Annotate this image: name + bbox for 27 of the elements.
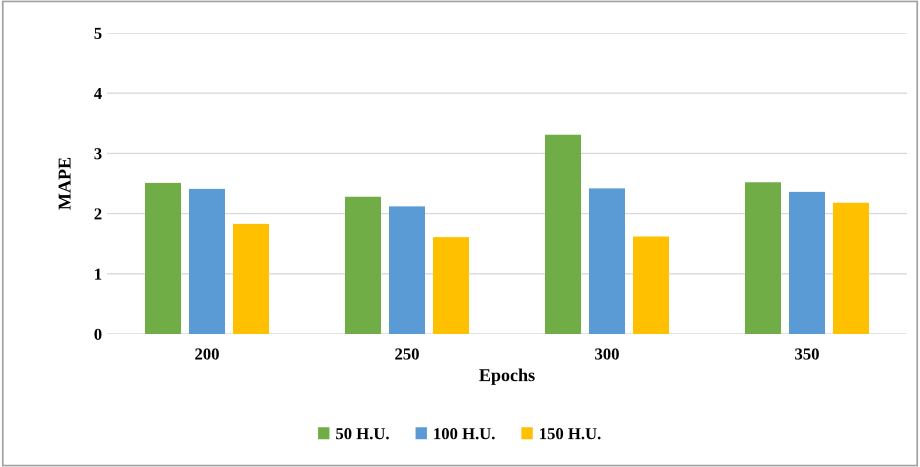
bar	[233, 224, 269, 334]
bar	[633, 236, 669, 334]
bar	[433, 237, 469, 334]
x-tick-label: 200	[195, 348, 219, 360]
y-tick-label: 1	[95, 268, 102, 280]
x-axis-title: Epochs	[479, 368, 535, 385]
bar	[389, 206, 425, 334]
bar	[789, 192, 825, 334]
bar	[145, 182, 181, 334]
bar	[189, 188, 225, 334]
x-tick-label: 300	[595, 348, 619, 360]
legend-label: 150 H.U.	[540, 428, 601, 440]
bar	[589, 188, 625, 334]
y-tick-label: 3	[94, 148, 102, 160]
bar	[345, 196, 381, 334]
legend-label: 50 H.U.	[336, 428, 389, 440]
x-tick-label: 250	[395, 348, 419, 360]
bar	[833, 202, 869, 334]
y-tick-label: 2	[94, 208, 102, 220]
x-tick-label: 350	[795, 348, 819, 360]
bar	[545, 134, 581, 334]
y-tick-label: 4	[94, 88, 102, 99]
y-tick-label: 5	[94, 28, 102, 39]
y-axis-title: MAPE	[58, 158, 71, 210]
y-tick-label: 0	[94, 328, 102, 340]
legend-label: 100 H.U.	[434, 428, 495, 440]
bar	[745, 182, 781, 334]
